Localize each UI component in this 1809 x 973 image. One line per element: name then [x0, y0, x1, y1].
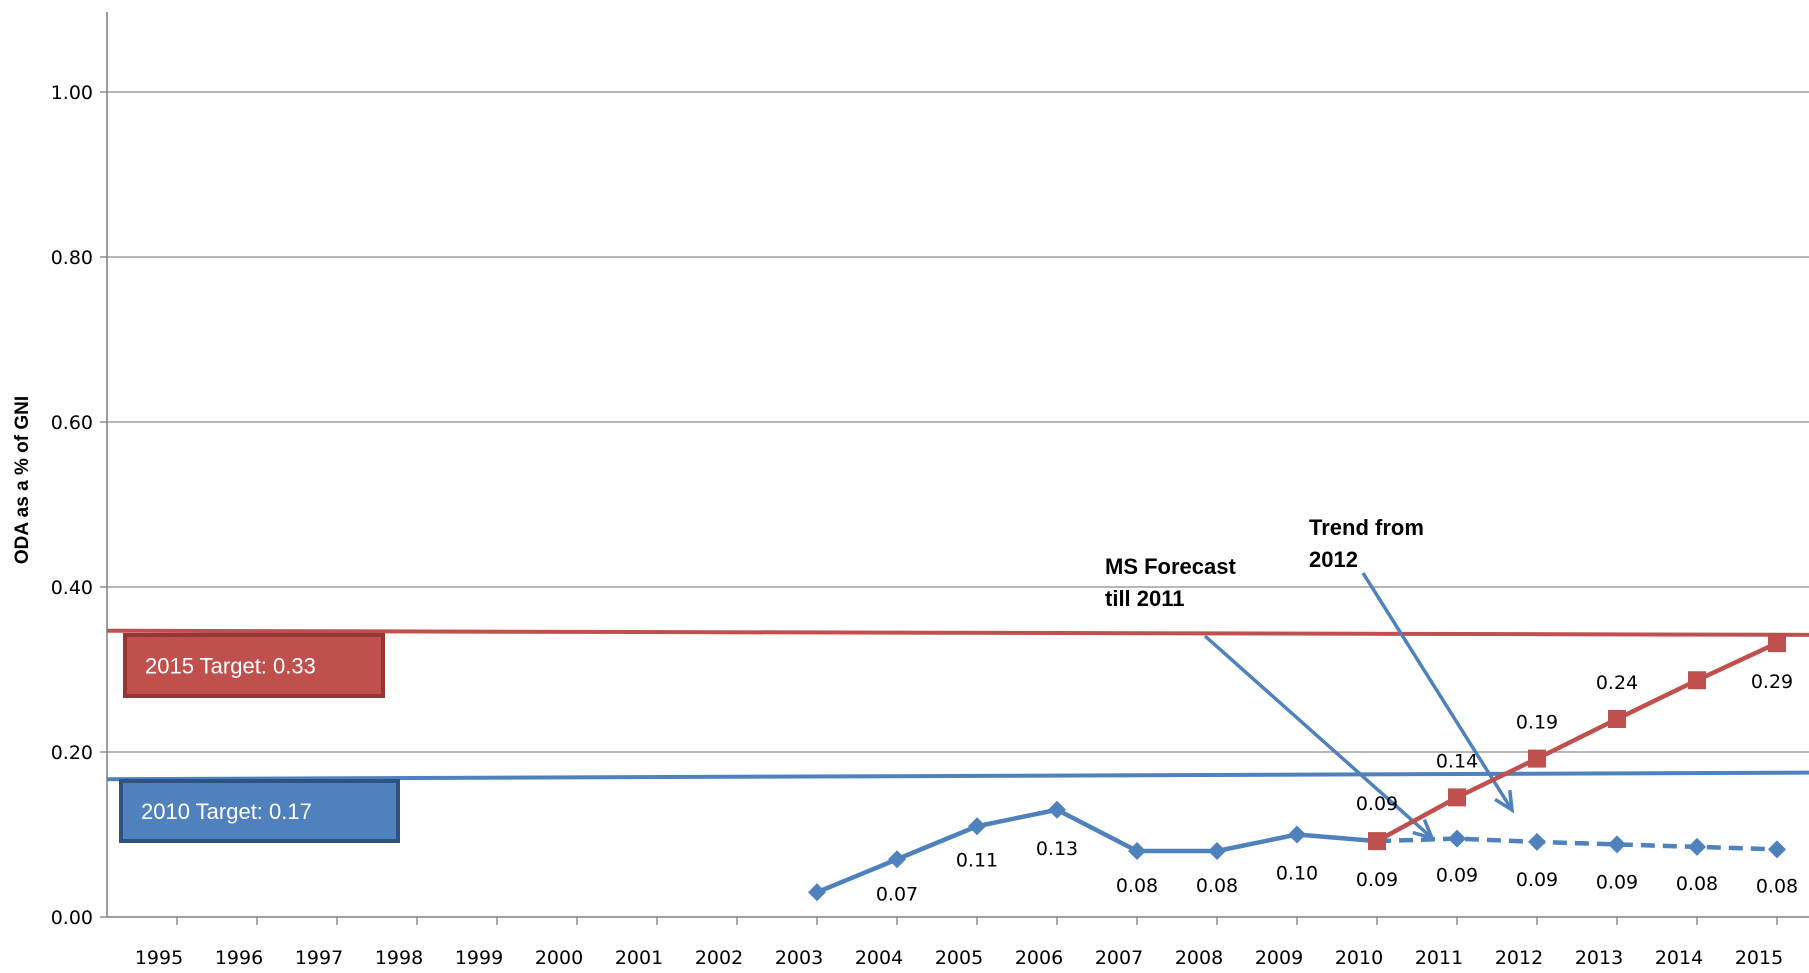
target-line — [107, 773, 1809, 780]
x-tick-label: 2014 — [1655, 947, 1703, 969]
data-point-trend — [1768, 634, 1786, 652]
data-point-actual — [1048, 801, 1066, 819]
annotation-arrowhead — [1495, 790, 1512, 810]
x-tick-label: 2013 — [1575, 947, 1623, 969]
target-label: 2010 Target: 0.17 — [141, 799, 312, 824]
x-tick-label: 2012 — [1495, 947, 1543, 969]
data-point-trend — [1368, 832, 1386, 850]
y-tick-label: 1.00 — [51, 82, 93, 104]
data-point-trend — [1688, 671, 1706, 689]
x-tick-label: 1999 — [455, 947, 503, 969]
x-tick-label: 2010 — [1335, 947, 1383, 969]
data-label-trend: 0.14 — [1436, 750, 1478, 772]
data-point-forecast — [1608, 835, 1626, 853]
data-labels: 0.07 0.11 0.13 0.08 0.08 0.10 0.09 0.09 0.09 0.09… — [876, 671, 1798, 905]
data-label-trend: 0.29 — [1751, 671, 1793, 693]
data-label-forecast: 0.09 — [1596, 871, 1638, 893]
y-tick-label: 0.60 — [51, 412, 93, 434]
data-point-actual — [888, 850, 906, 868]
x-tick-label: 2005 — [935, 947, 983, 969]
x-tick-label: 1996 — [215, 947, 263, 969]
data-label-actual: 0.09 — [1356, 869, 1398, 891]
x-tick-label: 2001 — [615, 947, 663, 969]
series-line-trend — [1377, 643, 1777, 841]
annotation-text-ms_forecast: till 2011 — [1105, 586, 1185, 611]
data-label-forecast: 0.09 — [1516, 869, 1558, 891]
data-label-actual: 0.10 — [1276, 863, 1318, 885]
x-tick-label: 2002 — [695, 947, 743, 969]
data-point-actual — [1288, 826, 1306, 844]
y-tick-label: 0.20 — [51, 742, 93, 764]
target-lines: 2015 Target: 0.33 2010 Target: 0.17 — [107, 631, 1809, 841]
data-label-trend: 0.24 — [1596, 672, 1638, 694]
data-label-forecast: 0.08 — [1676, 873, 1718, 895]
data-label-actual: 0.13 — [1036, 838, 1078, 860]
data-point-actual — [1208, 842, 1226, 860]
data-label-actual: 0.07 — [876, 883, 918, 905]
data-point-trend — [1608, 710, 1626, 728]
annotation-text-ms_forecast: MS Forecast — [1105, 554, 1236, 579]
x-tick-label: 1998 — [375, 947, 423, 969]
y-tick-labels: 0.00 0.20 0.40 0.60 0.80 1.00 — [51, 82, 93, 929]
data-label-trend: 0.19 — [1516, 712, 1558, 734]
x-tick-label: 2004 — [855, 947, 903, 969]
data-label-actual: 0.11 — [956, 849, 998, 871]
y-axis-label: ODA as a % of GNI — [12, 396, 33, 564]
annotation-text-trend_from: Trend from — [1309, 515, 1424, 540]
data-label-actual: 0.08 — [1116, 875, 1158, 897]
data-point-forecast — [1448, 830, 1466, 848]
series-line-forecast — [1377, 839, 1777, 850]
data-point-forecast — [1768, 840, 1786, 858]
data-point-actual — [808, 883, 826, 901]
x-tick-label: 2008 — [1175, 947, 1223, 969]
x-tick-labels: 1995 1996 1997 1998 1999 2000 2001 2002 2003 2004… — [135, 947, 1783, 969]
data-point-trend — [1448, 788, 1466, 806]
x-tick-label: 1995 — [135, 947, 183, 969]
data-point-forecast — [1528, 833, 1546, 851]
x-tick-label: 1997 — [295, 947, 343, 969]
data-label-forecast: 0.08 — [1756, 875, 1798, 897]
y-tick-label: 0.80 — [51, 247, 93, 269]
data-point-actual — [1128, 842, 1146, 860]
x-tick-label: 2009 — [1255, 947, 1303, 969]
data-point-forecast — [1688, 838, 1706, 856]
y-tick-label: 0.40 — [51, 577, 93, 599]
x-tick-label: 2003 — [775, 947, 823, 969]
data-point-actual — [968, 817, 986, 835]
x-tick-label: 2000 — [535, 947, 583, 969]
target-label: 2015 Target: 0.33 — [145, 654, 316, 679]
annotation-text-trend_from: 2012 — [1309, 547, 1358, 572]
x-tick-label: 2006 — [1015, 947, 1063, 969]
data-point-trend — [1528, 750, 1546, 768]
x-tick-label: 2011 — [1415, 947, 1463, 969]
series-group — [808, 634, 1786, 901]
x-tick-label: 2015 — [1735, 947, 1783, 969]
data-label-actual: 0.08 — [1196, 875, 1238, 897]
data-label-forecast: 0.09 — [1436, 865, 1478, 887]
x-tick-label: 2007 — [1095, 947, 1143, 969]
data-label-trend: 0.09 — [1356, 793, 1398, 815]
y-tick-label: 0.00 — [51, 907, 93, 929]
